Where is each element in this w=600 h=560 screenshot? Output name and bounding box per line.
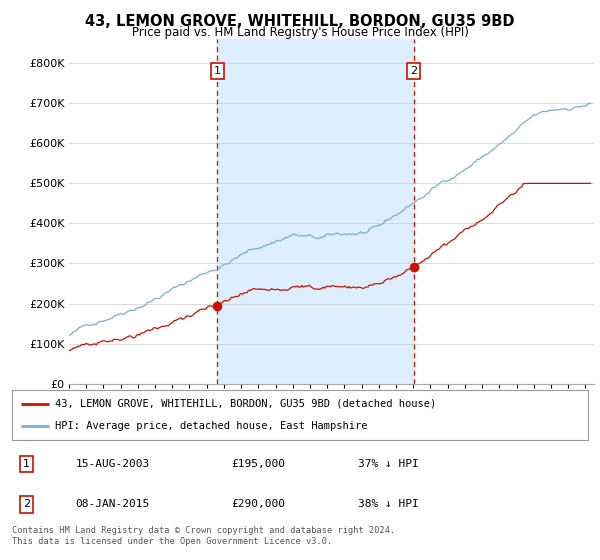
Text: 2: 2 [23, 500, 30, 509]
Text: 43, LEMON GROVE, WHITEHILL, BORDON, GU35 9BD: 43, LEMON GROVE, WHITEHILL, BORDON, GU35… [85, 14, 515, 29]
Text: £195,000: £195,000 [231, 459, 285, 469]
Text: Contains HM Land Registry data © Crown copyright and database right 2024.
This d: Contains HM Land Registry data © Crown c… [12, 526, 395, 546]
Text: 15-AUG-2003: 15-AUG-2003 [76, 459, 149, 469]
Text: 08-JAN-2015: 08-JAN-2015 [76, 500, 149, 509]
Text: HPI: Average price, detached house, East Hampshire: HPI: Average price, detached house, East… [55, 421, 368, 431]
Text: Price paid vs. HM Land Registry's House Price Index (HPI): Price paid vs. HM Land Registry's House … [131, 26, 469, 39]
Text: 37% ↓ HPI: 37% ↓ HPI [358, 459, 418, 469]
Text: 1: 1 [23, 459, 30, 469]
Text: £290,000: £290,000 [231, 500, 285, 509]
Text: 43, LEMON GROVE, WHITEHILL, BORDON, GU35 9BD (detached house): 43, LEMON GROVE, WHITEHILL, BORDON, GU35… [55, 399, 436, 409]
Text: 2: 2 [410, 66, 418, 76]
Bar [217, 39, 414, 384]
Text: 1: 1 [214, 66, 221, 76]
Text: 38% ↓ HPI: 38% ↓ HPI [358, 500, 418, 509]
